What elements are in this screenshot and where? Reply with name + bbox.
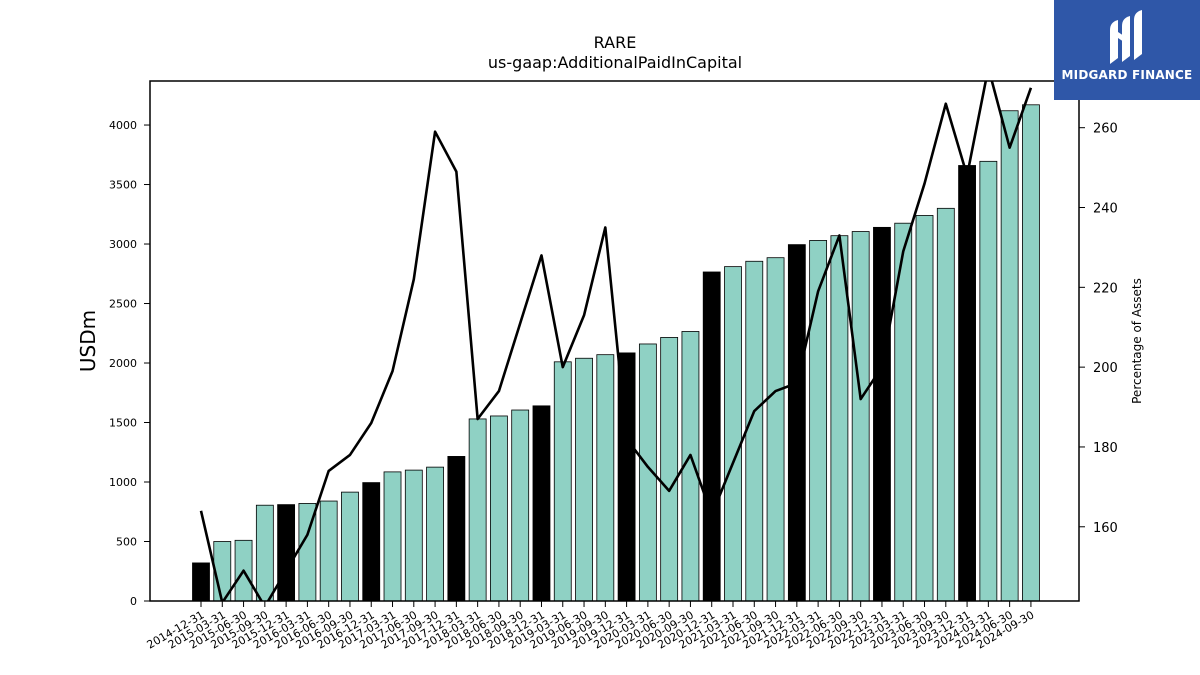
bar-2016-09-30 (341, 491, 359, 602)
bar-2017-03-31 (383, 471, 402, 602)
y2-tick-label: 260 (1093, 122, 1118, 137)
bar-2018-06-30 (490, 415, 508, 602)
bar-2014-12-31 (192, 562, 210, 602)
y-axis-left: 0 500 1000 1500 2000 2500 3000 3500 4000 (109, 119, 150, 608)
bar-2024-09-30 (1022, 104, 1040, 602)
bar-2021-03-31 (724, 266, 742, 602)
chart-title: RARE (594, 33, 637, 52)
bar-2015-09-30 (255, 504, 274, 602)
x-axis: 2014-12-312015-03-312015-06-302015-09-30… (145, 601, 1036, 652)
bar-2019-09-30 (596, 354, 615, 602)
plot-frame (149, 80, 1080, 602)
bar-2017-06-30 (404, 469, 423, 602)
bar-2020-12-31 (702, 271, 721, 602)
bar-2019-06-30 (575, 357, 593, 602)
y2-tick-label: 220 (1093, 281, 1118, 296)
y2-axis-label: Percentage of Assets (1130, 278, 1144, 404)
y-tick-label: 4000 (109, 119, 137, 132)
bar-2019-03-31 (553, 361, 572, 602)
y-tick-label: 500 (116, 536, 137, 549)
bar-2020-06-30 (660, 337, 679, 602)
y-tick-label: 0 (130, 595, 137, 608)
y2-tick-label: 180 (1093, 441, 1118, 456)
percentage-of-assets-line (199, 81, 1033, 601)
brand-logo: MIDGARD FINANCE (1054, 0, 1200, 100)
logo-mark-icon (1110, 10, 1142, 64)
bar-2024-03-31 (979, 160, 998, 602)
y-tick-label: 2000 (109, 357, 137, 370)
y-tick-label: 1000 (109, 476, 137, 489)
bar-2021-09-30 (766, 257, 785, 602)
bar-2018-12-31 (532, 405, 551, 602)
bar-2017-12-31 (447, 456, 466, 602)
line-group (199, 81, 1033, 601)
bar-2022-12-31 (873, 226, 891, 602)
y-axis-right: 160 180 200 220 240 260 (1079, 122, 1118, 536)
brand-name: MIDGARD FINANCE (1061, 68, 1193, 82)
y-axis-label: USDm (76, 310, 100, 372)
bar-2017-09-30 (426, 466, 444, 602)
y2-tick-label: 200 (1093, 361, 1118, 376)
bar-2024-06-30 (1000, 110, 1019, 602)
bar-2022-09-30 (851, 231, 870, 602)
y2-tick-label: 160 (1093, 521, 1118, 536)
y2-tick-label: 240 (1093, 202, 1118, 217)
bar-2016-06-30 (319, 500, 338, 602)
y-tick-label: 1500 (109, 417, 137, 430)
bar-2023-09-30 (936, 207, 955, 602)
bar-2023-06-30 (915, 215, 934, 602)
chart-subtitle: us-gaap:AdditionalPaidInCapital (488, 53, 742, 72)
y-tick-label: 2500 (109, 298, 137, 311)
bar-2015-12-31 (277, 504, 296, 602)
bar-2021-06-30 (745, 260, 764, 602)
bar-2021-12-31 (787, 244, 806, 602)
bar-2018-03-31 (468, 418, 487, 602)
bar-2018-09-30 (511, 409, 530, 602)
bar-2016-12-31 (362, 482, 381, 602)
bar-2023-12-31 (958, 165, 976, 602)
y-tick-label: 3500 (109, 179, 137, 192)
y-tick-label: 3000 (109, 238, 137, 251)
bars-group (192, 104, 1040, 602)
